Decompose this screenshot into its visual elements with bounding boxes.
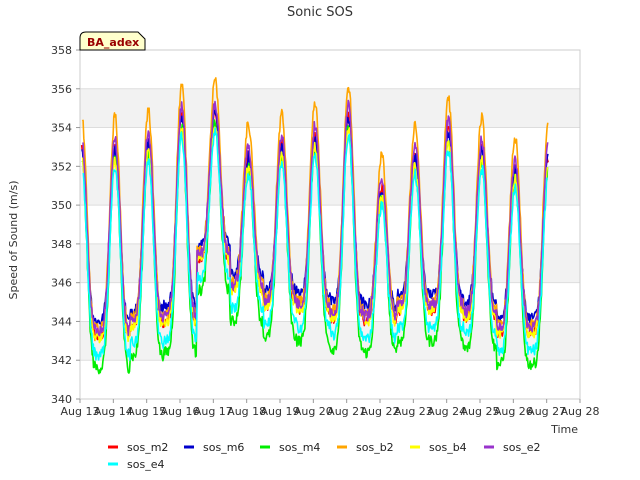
y-tick-label: 356 bbox=[51, 83, 72, 96]
x-tick-label: Aug 24 bbox=[427, 405, 466, 418]
x-tick-label: Aug 17 bbox=[194, 405, 233, 418]
x-tick-label: Aug 14 bbox=[94, 405, 133, 418]
y-tick-label: 354 bbox=[51, 122, 72, 135]
legend: sos_m2 sos_m6 sos_m4 sos_b2 sos_b4 sos_e2 sos_… bbox=[108, 441, 540, 471]
series-line-sos-b4 bbox=[81, 126, 549, 344]
plot-frame bbox=[79, 49, 581, 400]
grid-band bbox=[80, 360, 580, 399]
grid-band bbox=[80, 127, 580, 167]
grid-band bbox=[80, 205, 580, 244]
x-tick-label: Aug 22 bbox=[361, 405, 400, 418]
legend-label: sos_b2 bbox=[356, 441, 394, 454]
legend-label: sos_b4 bbox=[429, 441, 467, 454]
legend-label: sos_m4 bbox=[279, 441, 320, 454]
grid-band bbox=[80, 243, 580, 283]
legend-label: sos_m6 bbox=[203, 441, 244, 454]
x-tick-label: Aug 18 bbox=[227, 405, 266, 418]
x-tick-label: Aug 26 bbox=[494, 405, 533, 418]
x-axis-label: Time bbox=[550, 423, 578, 436]
grid-band bbox=[80, 88, 580, 128]
y-axis-ticks: 340 342 344 346 348 350 352 354 356 358 bbox=[51, 44, 80, 406]
legend-label: sos_e2 bbox=[503, 441, 540, 454]
y-axis-label: Speed of Sound (m/s) bbox=[7, 181, 20, 300]
site-badge: BA_adex bbox=[79, 31, 146, 51]
y-tick-label: 348 bbox=[51, 238, 72, 251]
y-tick-label: 352 bbox=[51, 160, 72, 173]
x-tick-label: Aug 20 bbox=[294, 405, 333, 418]
x-tick-label: Aug 13 bbox=[61, 405, 100, 418]
y-tick-label: 358 bbox=[51, 44, 72, 57]
y-tick-label: 344 bbox=[51, 315, 72, 328]
x-tick-label: Aug 16 bbox=[161, 405, 200, 418]
grid-band bbox=[80, 50, 580, 89]
x-tick-label: Aug 23 bbox=[394, 405, 433, 418]
y-tick-label: 346 bbox=[51, 277, 72, 290]
x-tick-label: Aug 21 bbox=[327, 405, 366, 418]
x-tick-label: Aug 19 bbox=[261, 405, 300, 418]
series-line-sos-e4 bbox=[82, 127, 549, 361]
site-badge-label: BA_adex bbox=[87, 36, 139, 49]
y-tick-label: 350 bbox=[51, 199, 72, 212]
x-tick-label: Aug 15 bbox=[127, 405, 166, 418]
x-tick-label: Aug 25 bbox=[461, 405, 500, 418]
x-tick-label: Aug 27 bbox=[527, 405, 566, 418]
grid-band bbox=[80, 166, 580, 206]
x-tick-label: Aug 28 bbox=[561, 405, 600, 418]
series-line-sos-e2 bbox=[82, 99, 549, 337]
y-tick-label: 340 bbox=[51, 393, 72, 406]
chart-title: Sonic SOS bbox=[287, 5, 353, 20]
series-lines bbox=[80, 77, 550, 375]
legend-label: sos_m2 bbox=[127, 441, 168, 454]
legend-label: sos_e4 bbox=[127, 458, 164, 471]
y-tick-label: 342 bbox=[51, 354, 72, 367]
